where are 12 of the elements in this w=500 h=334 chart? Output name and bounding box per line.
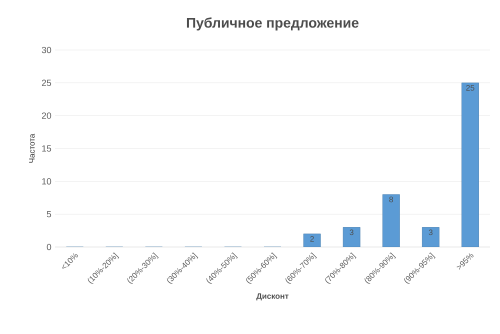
y-tick-label: 5 [46, 211, 52, 218]
bar [462, 82, 479, 247]
bar [422, 227, 440, 247]
y-tick-label: 20 [42, 112, 52, 119]
y-tick-label: 15 [42, 145, 52, 152]
y-tick-label: 30 [42, 46, 52, 54]
y-tick-label: 25 [42, 80, 52, 86]
chart-title: Публичное предложение [186, 17, 359, 30]
y-tick-label: 0 [46, 244, 52, 250]
y-tick-label: 10 [42, 178, 52, 185]
bar [382, 194, 400, 247]
bar [342, 227, 360, 247]
